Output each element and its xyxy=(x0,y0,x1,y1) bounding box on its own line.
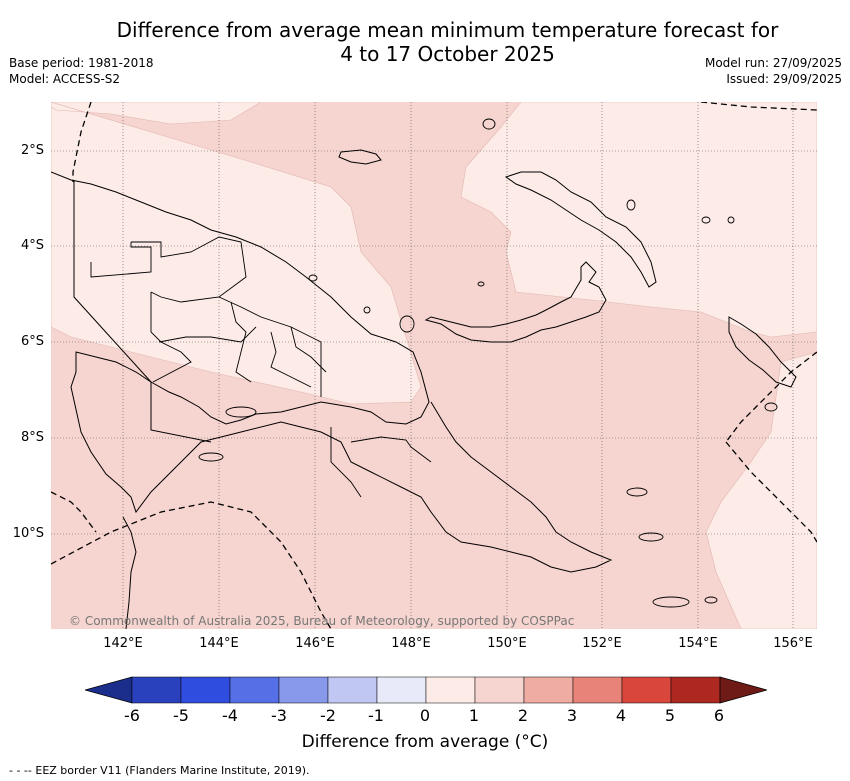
colorbar-tick: 0 xyxy=(419,706,431,725)
colorbar-segment xyxy=(229,676,280,704)
colorbar-segment xyxy=(278,676,329,704)
model-run-text: Model run: 27/09/2025 xyxy=(704,56,842,70)
colorbar xyxy=(85,676,767,704)
colorbar-title: Difference from average (°C) xyxy=(301,732,549,752)
lon-label-156e: 156°E xyxy=(773,636,813,651)
colorbar-tick: -2 xyxy=(320,706,336,725)
model-text: Model: ACCESS-S2 xyxy=(9,72,121,86)
bougainville-coastline xyxy=(728,316,797,388)
lon-label-146e: 146°E xyxy=(295,636,335,651)
colorbar-tick: 2 xyxy=(517,706,529,725)
lat-label-2s: 2°S xyxy=(20,143,44,158)
lon-label-154e: 154°E xyxy=(678,636,718,651)
anomaly-region-0-1-northeast xyxy=(460,102,817,338)
colorbar-segment xyxy=(523,676,574,704)
map-title: Difference from average mean minimum tem… xyxy=(0,18,850,66)
colorbar-segment xyxy=(670,676,721,704)
new-guinea-coastline xyxy=(51,171,613,573)
colorbar-tick: -6 xyxy=(124,706,140,725)
lon-label-152e: 152°E xyxy=(582,636,622,651)
new-ireland-coastline xyxy=(504,171,657,288)
colorbar-tick: -3 xyxy=(271,706,287,725)
small-islands xyxy=(198,118,778,608)
colorbar-tick: -4 xyxy=(222,706,238,725)
colorbar-extend-high xyxy=(719,676,767,704)
lon-label-142e: 142°E xyxy=(103,636,143,651)
meta-right: Model run: 27/09/2025 Issued: 29/09/2025 xyxy=(705,55,842,87)
colorbar-segment xyxy=(572,676,623,704)
colorbar-segment xyxy=(425,676,476,704)
colorbar-tick: -1 xyxy=(368,706,384,725)
colorbar-segment xyxy=(327,676,378,704)
meta-left: Base period: 1981-2018 Model: ACCESS-S2 xyxy=(9,55,154,87)
eez-borders xyxy=(51,102,817,629)
manus-island-coastline xyxy=(338,149,382,165)
new-britain-coastline xyxy=(424,261,607,343)
copyright-text: © Commonwealth of Australia 2025, Bureau… xyxy=(69,614,575,628)
lat-label-6s: 6°S xyxy=(20,334,44,349)
map-panel xyxy=(51,102,817,629)
lon-label-148e: 148°E xyxy=(391,636,431,651)
colorbar-tick: 1 xyxy=(468,706,480,725)
lon-label-150e: 150°E xyxy=(487,636,527,651)
colorbar-segment xyxy=(376,676,427,704)
colorbar-extend-low xyxy=(85,676,133,704)
colorbar-segment xyxy=(621,676,672,704)
lat-label-4s: 4°S xyxy=(20,238,44,253)
colorbar-tick: 6 xyxy=(713,706,725,725)
issued-text: Issued: 29/09/2025 xyxy=(726,72,842,86)
graticule xyxy=(51,102,817,629)
lat-label-8s: 8°S xyxy=(20,430,44,445)
lat-label-10s: 10°S xyxy=(12,526,44,541)
colorbar-tick: 4 xyxy=(615,706,627,725)
base-period-text: Base period: 1981-2018 xyxy=(9,56,154,70)
province-borders xyxy=(90,236,432,498)
colorbar-tick: 5 xyxy=(664,706,676,725)
title-line-1: Difference from average mean minimum tem… xyxy=(116,18,779,42)
colorbar-segment xyxy=(180,676,231,704)
colorbar-tick: 3 xyxy=(566,706,578,725)
anomaly-region-0-1-west xyxy=(51,102,422,405)
colorbar-segment xyxy=(131,676,182,704)
cape-york-coastline xyxy=(122,516,137,629)
anomaly-region-0-1-southeast xyxy=(705,351,817,629)
colorbar-segment xyxy=(474,676,525,704)
eez-legend-note: - - -- EEZ border V11 (Flanders Marine I… xyxy=(9,764,310,777)
lon-label-144e: 144°E xyxy=(199,636,239,651)
colorbar-tick: -5 xyxy=(173,706,189,725)
title-line-2: 4 to 17 October 2025 xyxy=(340,42,555,66)
international-border xyxy=(73,180,212,443)
